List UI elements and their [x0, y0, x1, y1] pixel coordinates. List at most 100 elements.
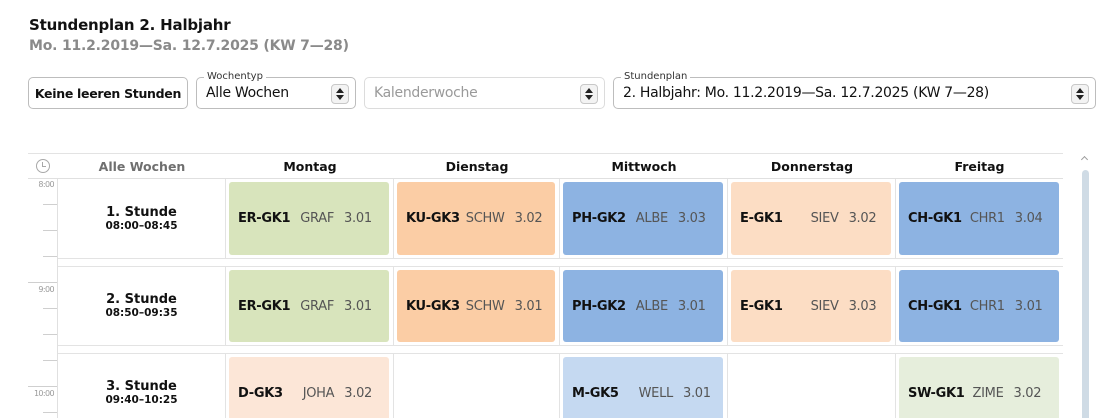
page-title: Stundenplan 2. Halbjahr	[29, 16, 231, 34]
lesson-room: 3.01	[344, 298, 372, 314]
lesson-card[interactable]: SW-GK1 ZIME 3.02	[899, 357, 1059, 418]
lesson-card[interactable]: CH-GK1 CHR1 3.04	[899, 182, 1059, 255]
lesson-room: 3.04	[1014, 211, 1043, 226]
day-cell: SW-GK1 ZIME 3.02	[896, 354, 1063, 418]
lesson-room: 3.03	[677, 211, 706, 226]
kalenderwoche-placeholder: Kalenderwoche	[374, 85, 478, 101]
wochentyp-legend: Wochentyp	[204, 71, 266, 83]
scroll-up-icon[interactable]	[1081, 155, 1089, 163]
lesson-room: 3.01	[682, 385, 711, 401]
lesson-course: CH-GK1	[908, 298, 962, 314]
lesson-card[interactable]: ER-GK1 GRAF 3.01	[229, 182, 389, 255]
select-arrows-icon[interactable]	[580, 84, 598, 104]
day-header-dienstag: Dienstag	[445, 159, 509, 174]
lesson-card[interactable]: PH-GK2 ALBE 3.01	[563, 270, 723, 342]
lesson-course: KU-GK3	[406, 211, 460, 226]
lesson-course: M-GK5	[572, 385, 619, 401]
scrollbar-thumb[interactable]	[1082, 170, 1089, 418]
slot-label: 2. Stunde 08:50–09:35	[58, 267, 226, 345]
time-gutter: 8:00 9:00 10:00	[28, 179, 58, 418]
lesson-room: 3.02	[514, 211, 543, 226]
stundenplan-value: 2. Halbjahr: Mo. 11.2.2019—Sa. 12.7.2025…	[623, 85, 989, 101]
time-tick-label: 9:00	[38, 285, 54, 294]
lesson-teacher: ZIME	[972, 385, 1004, 401]
lesson-teacher: GRAF	[300, 211, 335, 226]
lesson-teacher: GRAF	[300, 298, 335, 314]
day-header-mittwoch: Mittwoch	[611, 159, 677, 174]
day-header-donnerstag: Donnerstag	[770, 159, 854, 174]
kalenderwoche-select[interactable]: Kalenderwoche	[364, 77, 605, 109]
select-arrows-icon[interactable]	[331, 84, 349, 104]
lesson-teacher: CHR1	[969, 211, 1005, 226]
lesson-teacher: ALBE	[635, 211, 668, 226]
select-arrows-icon[interactable]	[1071, 84, 1089, 104]
day-cell: M-GK5 WELL 3.01	[560, 354, 728, 418]
day-header-montag: Montag	[283, 159, 337, 174]
wochentyp-select[interactable]: Wochentyp Alle Wochen	[196, 71, 356, 109]
day-cell: E-GK1 SIEV 3.02	[728, 179, 896, 258]
lesson-course: E-GK1	[740, 298, 783, 314]
time-tick-hour	[28, 386, 57, 387]
lesson-room: 3.02	[1013, 385, 1042, 401]
slot-label: 1. Stunde 08:00–08:45	[58, 179, 226, 258]
page-subtitle: Mo. 11.2.2019—Sa. 12.7.2025 (KW 7—28)	[29, 38, 349, 54]
time-tick-label: 10:00	[33, 389, 55, 398]
time-tick	[43, 256, 57, 257]
slot-name: 1. Stunde	[106, 204, 177, 220]
timetable-row: 1. Stunde 08:00–08:45 ER-GK1 GRAF 3.01 K…	[58, 179, 1063, 259]
lesson-teacher: WELL	[638, 385, 674, 401]
lesson-course: E-GK1	[740, 211, 783, 226]
time-tick	[43, 204, 57, 205]
lesson-teacher: JOHA	[302, 385, 335, 401]
day-cell: ER-GK1 GRAF 3.01	[226, 179, 394, 258]
lesson-room: 3.01	[1014, 298, 1043, 314]
lesson-room: 3.02	[344, 385, 373, 401]
timetable-row: 2. Stunde 08:50–09:35 ER-GK1 GRAF 3.01 K…	[58, 266, 1063, 346]
time-tick	[43, 412, 57, 413]
lesson-card[interactable]: KU-GK3 SCHW 3.02	[397, 182, 555, 255]
lesson-course: CH-GK1	[908, 211, 962, 226]
no-empty-hours-button[interactable]: Keine leeren Stunden	[28, 77, 188, 109]
lesson-card[interactable]: ER-GK1 GRAF 3.01	[229, 270, 389, 342]
day-cell: E-GK1 SIEV 3.03	[728, 267, 896, 345]
lesson-room: 3.01	[344, 211, 372, 226]
timetable-row: 3. Stunde 09:40–10:25 D-GK3 JOHA 3.02 M-…	[58, 353, 1063, 418]
lesson-room: 3.01	[677, 298, 706, 314]
day-cell: PH-GK2 ALBE 3.01	[560, 267, 728, 345]
lesson-card[interactable]: D-GK3 JOHA 3.02	[229, 357, 389, 418]
lesson-teacher: CHR1	[969, 298, 1005, 314]
day-cell-empty	[728, 354, 896, 418]
time-tick	[43, 308, 57, 309]
lesson-teacher: SCHW	[465, 211, 505, 226]
day-header-freitag: Freitag	[954, 159, 1005, 174]
slot-label: 3. Stunde 09:40–10:25	[58, 354, 226, 418]
clock-header	[28, 154, 58, 179]
lesson-card[interactable]: PH-GK2 ALBE 3.03	[563, 182, 723, 255]
slot-name: 2. Stunde	[106, 292, 177, 307]
weeks-header: Alle Wochen	[98, 159, 186, 174]
time-tick-hour	[28, 282, 57, 283]
slot-name: 3. Stunde	[106, 379, 177, 394]
clock-icon	[36, 159, 50, 173]
lesson-card[interactable]: E-GK1 SIEV 3.02	[731, 182, 891, 255]
timetable-header-row: Alle Wochen Montag Dienstag Mittwoch Don…	[28, 154, 1063, 179]
time-tick-label: 8:00	[38, 180, 54, 189]
stundenplan-legend: Stundenplan	[621, 71, 691, 83]
lesson-card[interactable]: M-GK5 WELL 3.01	[563, 357, 723, 418]
time-tick	[43, 360, 57, 361]
day-cell: KU-GK3 SCHW 3.02	[394, 179, 560, 258]
lesson-card[interactable]: CH-GK1 CHR1 3.01	[899, 270, 1059, 342]
day-cell: CH-GK1 CHR1 3.01	[896, 267, 1063, 345]
lesson-room: 3.01	[514, 298, 543, 314]
timetable-grid: Alle Wochen Montag Dienstag Mittwoch Don…	[28, 153, 1063, 418]
lesson-course: PH-GK2	[572, 211, 626, 226]
lesson-course: SW-GK1	[908, 385, 965, 401]
lesson-card[interactable]: KU-GK3 SCHW 3.01	[397, 270, 555, 342]
lesson-teacher: SIEV	[810, 211, 839, 226]
lesson-card[interactable]: E-GK1 SIEV 3.03	[731, 270, 891, 342]
stundenplan-select[interactable]: Stundenplan 2. Halbjahr: Mo. 11.2.2019—S…	[613, 71, 1096, 109]
time-tick	[43, 334, 57, 335]
day-cell: ER-GK1 GRAF 3.01	[226, 267, 394, 345]
slot-time: 09:40–10:25	[105, 394, 178, 406]
slot-time: 08:50–09:35	[105, 307, 178, 319]
